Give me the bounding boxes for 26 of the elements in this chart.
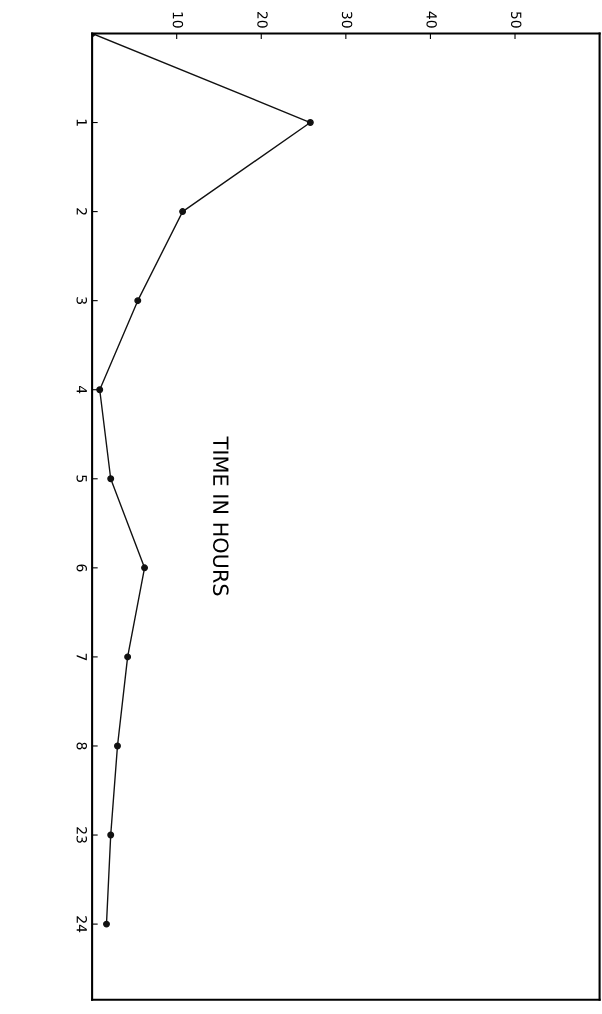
x-tick-label: 10 <box>172 12 184 28</box>
y-tick-label: 6 <box>76 564 87 572</box>
y-tick-label: 1 <box>76 119 87 126</box>
y-tick-label: 23 <box>76 827 87 843</box>
point <box>103 920 110 928</box>
point <box>107 831 115 839</box>
point <box>141 564 149 572</box>
point <box>114 742 121 750</box>
x-tick-label: 20 <box>257 11 268 28</box>
x-tick-label: 50 <box>510 12 522 28</box>
point <box>134 297 142 305</box>
point <box>107 475 115 483</box>
y-tick-label: 4 <box>76 385 87 394</box>
y-tick-label: 7 <box>76 653 87 661</box>
x-tick-label: 30 <box>341 11 353 28</box>
y-tick-label: 5 <box>76 475 87 482</box>
point <box>306 119 314 126</box>
y-axis-title: TIME IN HOURS <box>212 436 229 596</box>
y-tick-label: 8 <box>76 742 87 750</box>
point <box>179 208 187 216</box>
point <box>124 653 132 661</box>
y-tick-label: 24 <box>76 916 87 933</box>
y-tick-label: 2 <box>76 208 87 215</box>
point <box>96 386 104 394</box>
y-tick-label: 3 <box>76 297 87 304</box>
x-tick-label: 40 <box>426 11 437 28</box>
